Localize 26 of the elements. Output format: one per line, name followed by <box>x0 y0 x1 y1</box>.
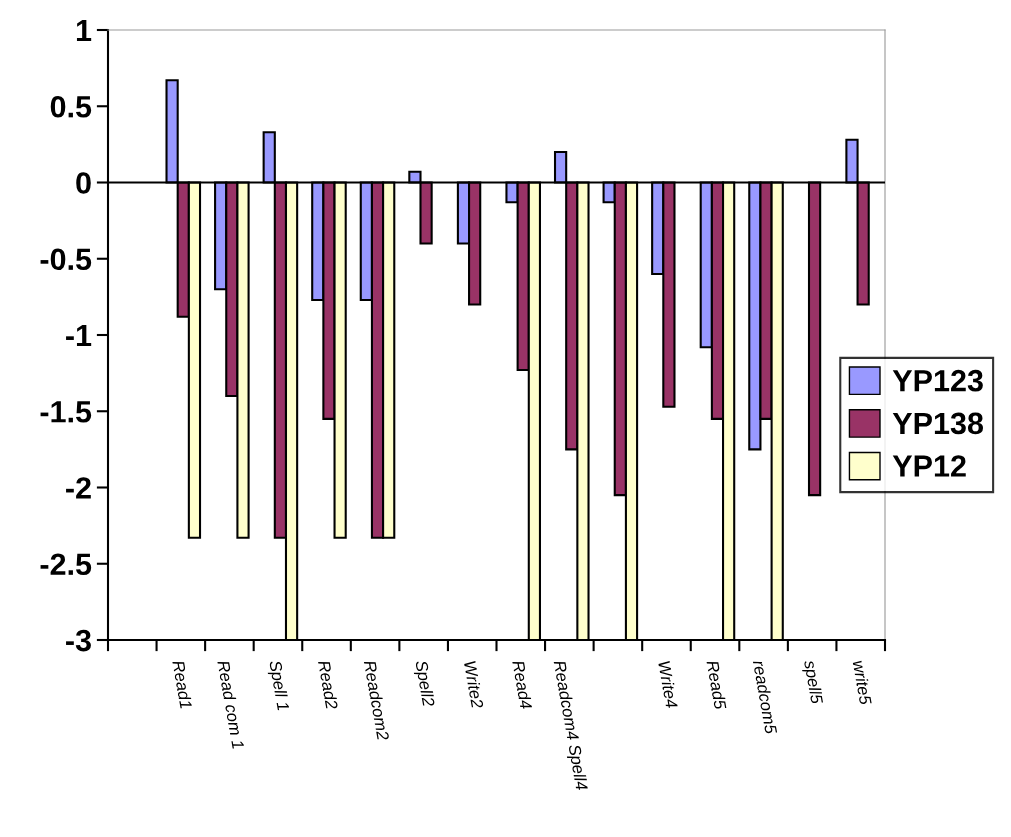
x-tick-label: Read4 <box>512 659 533 710</box>
legend-label: YP12 <box>892 455 966 477</box>
x-tick-label: Readcom4 Spell4 <box>550 659 589 792</box>
legend-label: YP138 <box>892 412 984 435</box>
x-tick-label: Write2 <box>463 660 485 709</box>
x-tick-label: Read1 <box>172 659 193 709</box>
x-tick-label: Spell 1 <box>265 659 290 711</box>
x-tick-label: Read5 <box>706 659 727 710</box>
y-tick-label: -3 <box>66 629 91 652</box>
y-tick-label: -2 <box>66 477 91 499</box>
y-tick-label: 0 <box>76 172 91 194</box>
x-tick-label: spell5 <box>800 659 824 706</box>
x-tick-label: Read com 1 <box>217 659 245 749</box>
x-tick-label: readcom5 <box>752 659 778 735</box>
y-tick-label: -0.5 <box>40 248 92 271</box>
y-tick-label: 0.5 <box>50 95 92 118</box>
x-tick-label: Read2 <box>317 659 339 710</box>
legend-label: YP123 <box>892 369 983 392</box>
y-tick-label: -1 <box>66 325 92 347</box>
x-tick-label: Readcom2 <box>363 659 390 741</box>
y-tick-label: -2.5 <box>40 553 92 576</box>
y-tick-label: 1 <box>76 20 92 42</box>
y-tick-label: -1.5 <box>40 401 92 423</box>
x-tick-label: Spell2 <box>412 659 436 708</box>
x-tick-label: Write4 <box>658 660 679 709</box>
x-tick-label: write5 <box>852 660 873 706</box>
